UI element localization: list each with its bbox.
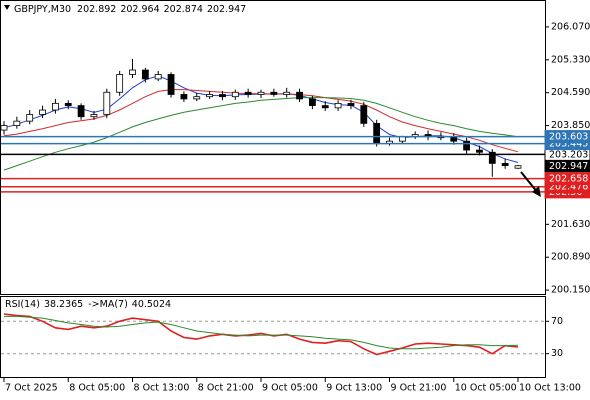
y-tick-label: 30: [551, 348, 563, 359]
candle-body: [283, 91, 291, 95]
candle-body: [26, 114, 34, 122]
candle-body: [231, 91, 239, 98]
candle-body: [52, 102, 59, 111]
rsi-ma-value: 40.5024: [132, 299, 171, 310]
y-tick-label: 205.330: [551, 54, 590, 65]
candle-body: [116, 74, 124, 93]
candle-body: [39, 109, 46, 115]
indicator-line: [4, 315, 519, 350]
candle-body: [373, 122, 381, 144]
candle-body: [141, 69, 149, 80]
candle-body: [90, 114, 98, 118]
price-label: 203.445: [549, 139, 588, 150]
candle-body: [257, 91, 265, 95]
rsi-name: RSI(14): [5, 299, 40, 310]
candle-body: [347, 102, 355, 106]
header-low: 202.874: [164, 4, 203, 15]
y-tick-label: 204.590: [551, 87, 590, 98]
candle-body: [193, 96, 201, 100]
candle-body: [270, 91, 278, 95]
rsi-header: RSI(14) 38.2365 ->MA(7) 40.5024: [5, 299, 171, 310]
main-pane: [0, 0, 546, 295]
rsi-ma-name: ->MA(7): [88, 299, 128, 310]
candle-body: [180, 94, 188, 100]
candle-body: [321, 105, 329, 109]
y-tick-label: 203.850: [551, 120, 590, 131]
price-label-box: [544, 172, 590, 186]
x-tick-label: 7 Oct 2025: [5, 383, 58, 394]
price-label: 203.603: [549, 132, 588, 143]
price-label: 203.203: [549, 149, 588, 160]
y-tick-label: 70: [551, 316, 563, 327]
candle-body: [167, 74, 175, 95]
candle-body: [206, 94, 214, 98]
annotation-arrow-head: [532, 186, 541, 197]
candle-body: [488, 151, 496, 164]
candle-body: [463, 140, 471, 151]
y-tick-label: 201.630: [551, 219, 590, 230]
y-tick-label: 200.150: [551, 285, 590, 296]
candle-body: [450, 136, 458, 142]
candle-body: [13, 120, 21, 127]
symbol: GBPJPY,M30: [14, 4, 71, 15]
candle-body: [476, 149, 483, 153]
header-high: 202.964: [120, 4, 159, 15]
candle-body: [0, 125, 8, 131]
y-tick-label: 206.070: [551, 21, 590, 32]
rsi-value: 38.2365: [44, 299, 83, 310]
candle-body: [308, 98, 316, 106]
symbol-menu-icon[interactable]: [4, 5, 10, 10]
candle-body: [398, 136, 406, 142]
header-open: 202.892: [77, 4, 116, 15]
x-tick-label: 8 Oct 05:00: [69, 383, 125, 394]
rsi-pane: [0, 296, 546, 378]
candle-body: [219, 94, 226, 98]
candle-body: [296, 91, 303, 100]
x-tick-label: 8 Oct 21:00: [198, 383, 254, 394]
price-label: 202.947: [549, 161, 588, 172]
candle-body: [64, 102, 72, 106]
candle-body: [154, 74, 162, 80]
candle-body: [244, 91, 252, 95]
chart-header: GBPJPY,M30 202.892 202.964 202.874 202.947: [14, 4, 246, 15]
price-label-box: [544, 130, 590, 144]
candle-body: [334, 102, 342, 109]
candle-body: [77, 105, 85, 118]
candle-body: [129, 69, 136, 75]
plot-layer: 206.070 205.330 204.590 203.850 201.630 200.8…: [0, 21, 590, 394]
x-tick-label: 9 Oct 21:00: [391, 383, 447, 394]
header-close: 202.947: [207, 4, 246, 15]
price-label: 202.658: [549, 174, 588, 185]
x-tick-label: 10 Oct 05:00: [455, 383, 517, 394]
x-tick-label: 9 Oct 05:00: [262, 383, 318, 394]
x-tick-label: 10 Oct 13:00: [519, 383, 581, 394]
x-tick-label: 9 Oct 13:00: [326, 383, 382, 394]
candle-body: [501, 162, 509, 167]
candle-body: [103, 91, 111, 115]
indicator-line: [3, 313, 519, 356]
candle-body: [360, 105, 368, 124]
x-tick-label: 8 Oct 13:00: [134, 383, 190, 394]
y-tick-label: 200.890: [551, 252, 590, 263]
price-label: 202.476: [549, 182, 588, 193]
candle-body: [514, 165, 522, 169]
